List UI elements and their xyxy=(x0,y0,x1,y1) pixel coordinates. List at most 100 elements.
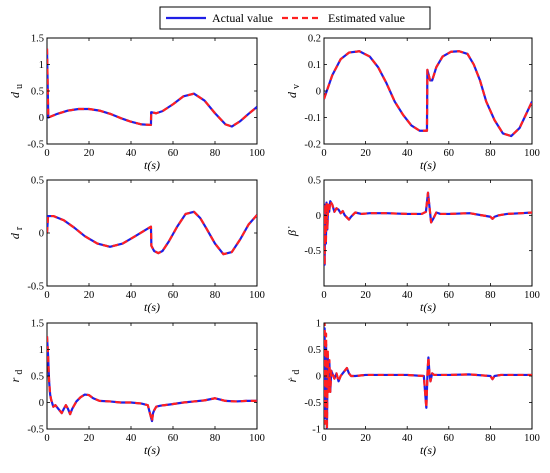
y-axis-symbol-dv: d xyxy=(285,91,299,98)
series-line-estimated-rdot xyxy=(324,323,532,429)
x-tick-label-du: 40 xyxy=(126,148,137,159)
x-tick-label-dv: 100 xyxy=(524,148,540,159)
x-tick-label-rd: 100 xyxy=(249,433,265,444)
series-line-estimated-beta xyxy=(324,191,532,266)
subplot-dr: 0 20 40 60 80 100-0.500.5t(s)dr xyxy=(8,176,265,315)
y-tick-label-dr: -0.5 xyxy=(27,282,44,293)
y-axis-label-dv: dv xyxy=(285,84,302,98)
x-tick-label-rd: 40 xyxy=(126,433,137,444)
series-line-estimated-dv xyxy=(324,50,532,138)
x-tick-label-rdot: 100 xyxy=(524,433,540,444)
y-axis-label-rd: rd xyxy=(8,370,25,383)
y-tick-label-dv: 0.1 xyxy=(308,60,321,71)
x-tick-label-dv: 80 xyxy=(485,148,496,159)
x-tick-label-beta: 40 xyxy=(402,290,413,301)
subplot-du: 0 20 40 60 80 100-0.500.511.5t(s)du xyxy=(8,34,265,173)
y-axis-symbol-rd: r xyxy=(8,377,22,382)
y-tick-label-rdot: 1 xyxy=(316,319,321,330)
y-axis-subscript-rd: d xyxy=(14,370,25,375)
x-tick-label-rd: 80 xyxy=(210,433,221,444)
series-line-estimated-du xyxy=(47,48,257,128)
subplot-beta: 0 20 40 60 80 100 -0.5 0 0.5 t(s) β̇ xyxy=(285,176,540,315)
y-tick-label-beta: 0 xyxy=(316,211,321,222)
y-tick-label-rdot: 0.5 xyxy=(308,345,321,356)
legend-estimated-label: Estimated value xyxy=(328,11,405,25)
subplot-grid: 0 20 40 60 80 100-0.500.511.5t(s)du0 20 40 60 80 1… xyxy=(8,34,540,458)
x-tick-label-rd: 20 xyxy=(84,433,95,444)
legend-actual-label: Actual value xyxy=(212,11,273,25)
x-tick-label-dr: 40 xyxy=(126,290,137,301)
y-tick-label-du: -0.5 xyxy=(27,140,44,151)
y-tick-label-beta: 0.5 xyxy=(308,176,321,187)
plot-area-rd xyxy=(46,322,258,430)
x-tick-label-du: 20 xyxy=(84,148,95,159)
x-tick-label-beta: 20 xyxy=(360,290,371,301)
y-tick-label-rd: 0 xyxy=(39,398,44,409)
y-tick-label-dr: 0 xyxy=(39,229,44,240)
x-tick-label-dv: 40 xyxy=(402,148,413,159)
x-tick-label-dv: 0 xyxy=(321,148,326,159)
y-tick-label-rdot: -1 xyxy=(312,425,321,436)
x-tick-label-dv: 20 xyxy=(360,148,371,159)
x-tick-label-dr: 0 xyxy=(44,290,49,301)
x-tick-label-du: 100 xyxy=(249,148,265,159)
x-tick-label-rdot: 40 xyxy=(402,433,413,444)
y-tick-label-rd: 1 xyxy=(39,345,44,356)
subplot-rdot: 0 20 40 60 80 100 -1 -0.5 0 0.5 1 t(s) ṙd xyxy=(285,319,540,458)
x-tick-label-dr: 100 xyxy=(249,290,265,301)
y-axis-label-rdot: ṙd xyxy=(285,370,302,383)
series-line-estimated-dr xyxy=(47,210,257,256)
y-tick-label-dr: 0.5 xyxy=(31,176,44,187)
x-tick-label-du: 60 xyxy=(168,148,179,159)
x-axis-label-beta: t(s) xyxy=(420,300,436,314)
x-tick-label-beta: 0 xyxy=(321,290,326,301)
subplot-dv: 0 20 40 60 80 100 -0.2 -0.1 0 0.1 0.2 t(s) dv xyxy=(285,34,540,173)
x-tick-label-dr: 60 xyxy=(168,290,179,301)
y-axis-symbol-beta: β̇ xyxy=(285,226,299,237)
x-tick-label-du: 0 xyxy=(44,148,49,159)
y-tick-label-du: 1 xyxy=(39,60,44,71)
x-tick-label-rdot: 20 xyxy=(360,433,371,444)
y-tick-label-dv: -0.2 xyxy=(304,140,321,151)
y-tick-label-dv: -0.1 xyxy=(304,113,321,124)
plot-area-du xyxy=(46,37,258,145)
x-axis-label-rd: t(s) xyxy=(144,443,160,457)
y-tick-label-dv: 0.2 xyxy=(308,34,321,45)
y-axis-subscript-dv: v xyxy=(291,84,302,89)
x-tick-label-rdot: 0 xyxy=(321,433,326,444)
y-tick-label-beta: -0.5 xyxy=(304,246,321,257)
y-axis-subscript-rdot: d xyxy=(291,370,302,375)
y-axis-label-dr: dr xyxy=(8,226,25,239)
y-axis-label-du: du xyxy=(8,84,25,98)
y-tick-label-du: 1.5 xyxy=(31,34,44,45)
x-tick-label-rd: 60 xyxy=(168,433,179,444)
y-tick-label-rdot: 0 xyxy=(316,372,321,383)
y-tick-label-du: 0.5 xyxy=(31,87,44,98)
x-tick-label-dr: 20 xyxy=(84,290,95,301)
x-tick-label-rdot: 60 xyxy=(444,433,455,444)
x-axis-label-du: t(s) xyxy=(144,158,160,172)
x-tick-label-dv: 60 xyxy=(444,148,455,159)
y-axis-subscript-dr: r xyxy=(14,226,25,230)
y-tick-label-dv: 0 xyxy=(316,87,321,98)
x-tick-label-beta: 100 xyxy=(524,290,540,301)
legend: Actual value Estimated value xyxy=(159,6,431,30)
x-axis-label-dr: t(s) xyxy=(144,300,160,314)
y-tick-label-rd: -0.5 xyxy=(27,425,44,436)
y-tick-label-rd: 0.5 xyxy=(31,372,44,383)
y-tick-label-rdot: -0.5 xyxy=(304,398,321,409)
x-axis-label-dv: t(s) xyxy=(420,158,436,172)
x-tick-label-beta: 80 xyxy=(485,290,496,301)
x-tick-label-rd: 0 xyxy=(44,433,49,444)
y-axis-subscript-du: u xyxy=(14,84,25,89)
y-tick-label-rd: 1.5 xyxy=(31,319,44,330)
subplot-rd: 0 20 40 60 80 100-0.500.511.5t(s)rd xyxy=(8,319,265,458)
x-tick-label-rdot: 80 xyxy=(485,433,496,444)
x-tick-label-beta: 60 xyxy=(444,290,455,301)
y-axis-label-beta: β̇ xyxy=(285,226,299,237)
y-tick-label-du: 0 xyxy=(39,113,44,124)
x-tick-label-du: 80 xyxy=(210,148,221,159)
y-axis-symbol-dr: d xyxy=(8,232,22,239)
series-line-estimated-rd xyxy=(47,336,257,423)
